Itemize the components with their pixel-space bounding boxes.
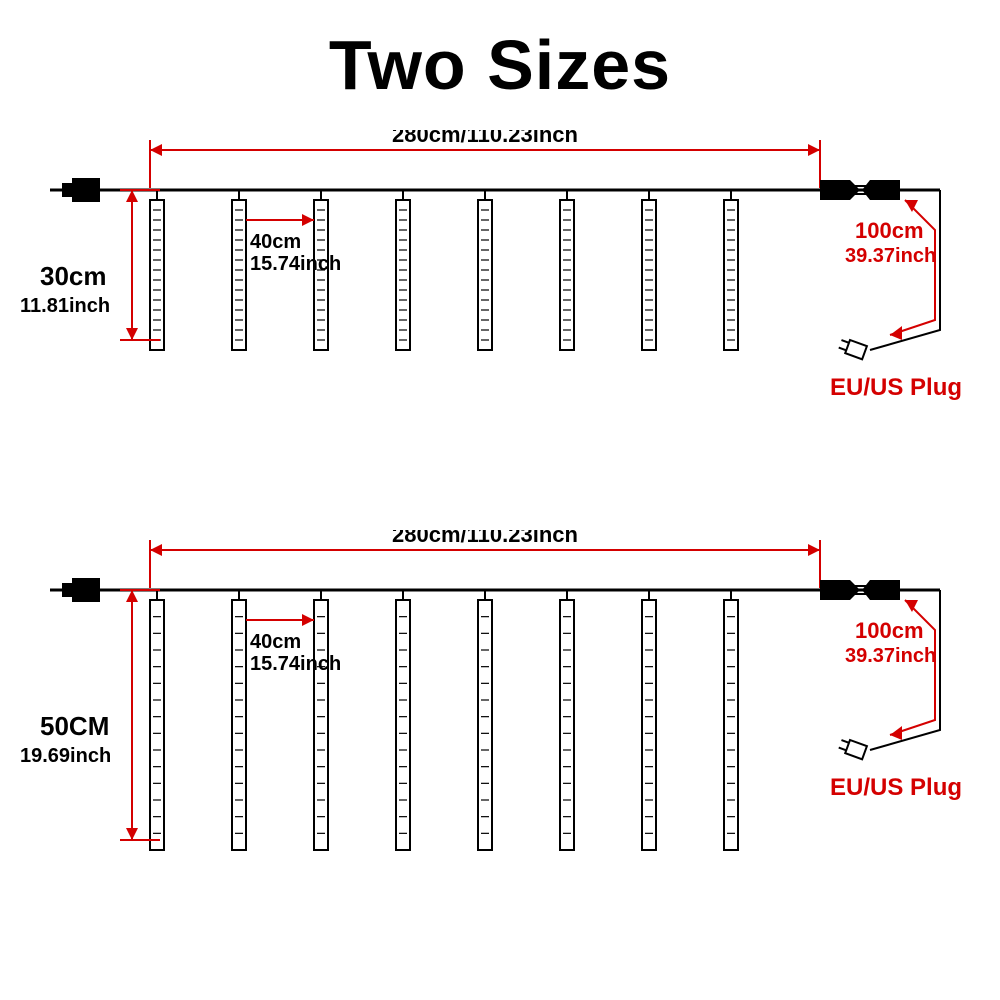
plug-label: EU/US Plug (830, 774, 962, 801)
led-tube (478, 200, 492, 350)
plug-icon (838, 737, 867, 759)
tube-set (150, 190, 738, 350)
tube-set (150, 590, 738, 850)
cable-cm: 100cm (855, 618, 924, 643)
led-tube (396, 600, 410, 850)
led-tube (642, 200, 656, 350)
led-tube (724, 200, 738, 350)
spacing-in: 15.74inch (250, 253, 341, 275)
connector-icon (820, 580, 900, 600)
connector-icon (820, 180, 900, 200)
spacing-cm: 40cm (250, 231, 301, 253)
cable-in: 39.37inch (845, 245, 936, 267)
spacing-cm: 40cm (250, 631, 301, 653)
cable-in: 39.37inch (845, 645, 936, 667)
led-tube (478, 600, 492, 850)
plug-icon (838, 337, 867, 359)
led-tube (150, 200, 164, 350)
led-tube (560, 200, 574, 350)
diagram-50cm: 280cm/110.23inch 100cm 39.37inch EU/US P… (0, 530, 1000, 990)
page-title: Two Sizes (0, 0, 1000, 105)
width-label: 280cm/110.23inch (392, 530, 578, 547)
led-tube (314, 200, 328, 350)
width-label: 280cm/110.23inch (392, 130, 578, 147)
led-tube (232, 200, 246, 350)
height-cm-1: 30cm (40, 261, 107, 291)
plug-label: EU/US Plug (830, 374, 962, 401)
led-tube (150, 600, 164, 850)
led-tube (314, 600, 328, 850)
led-tube (560, 600, 574, 850)
height-in-2: 19.69inch (20, 745, 111, 767)
height-in-1: 11.81inch (20, 295, 110, 317)
led-tube (396, 200, 410, 350)
diagram-30cm: 280cm/110.23inch 100cm 39.37inch EU/US P… (0, 130, 1000, 490)
spacing-in: 15.74inch (250, 653, 341, 675)
led-tube (642, 600, 656, 850)
cable-cm: 100cm (855, 218, 924, 243)
led-tube (724, 600, 738, 850)
height-cm-2: 50CM (40, 711, 109, 741)
led-tube (232, 600, 246, 850)
